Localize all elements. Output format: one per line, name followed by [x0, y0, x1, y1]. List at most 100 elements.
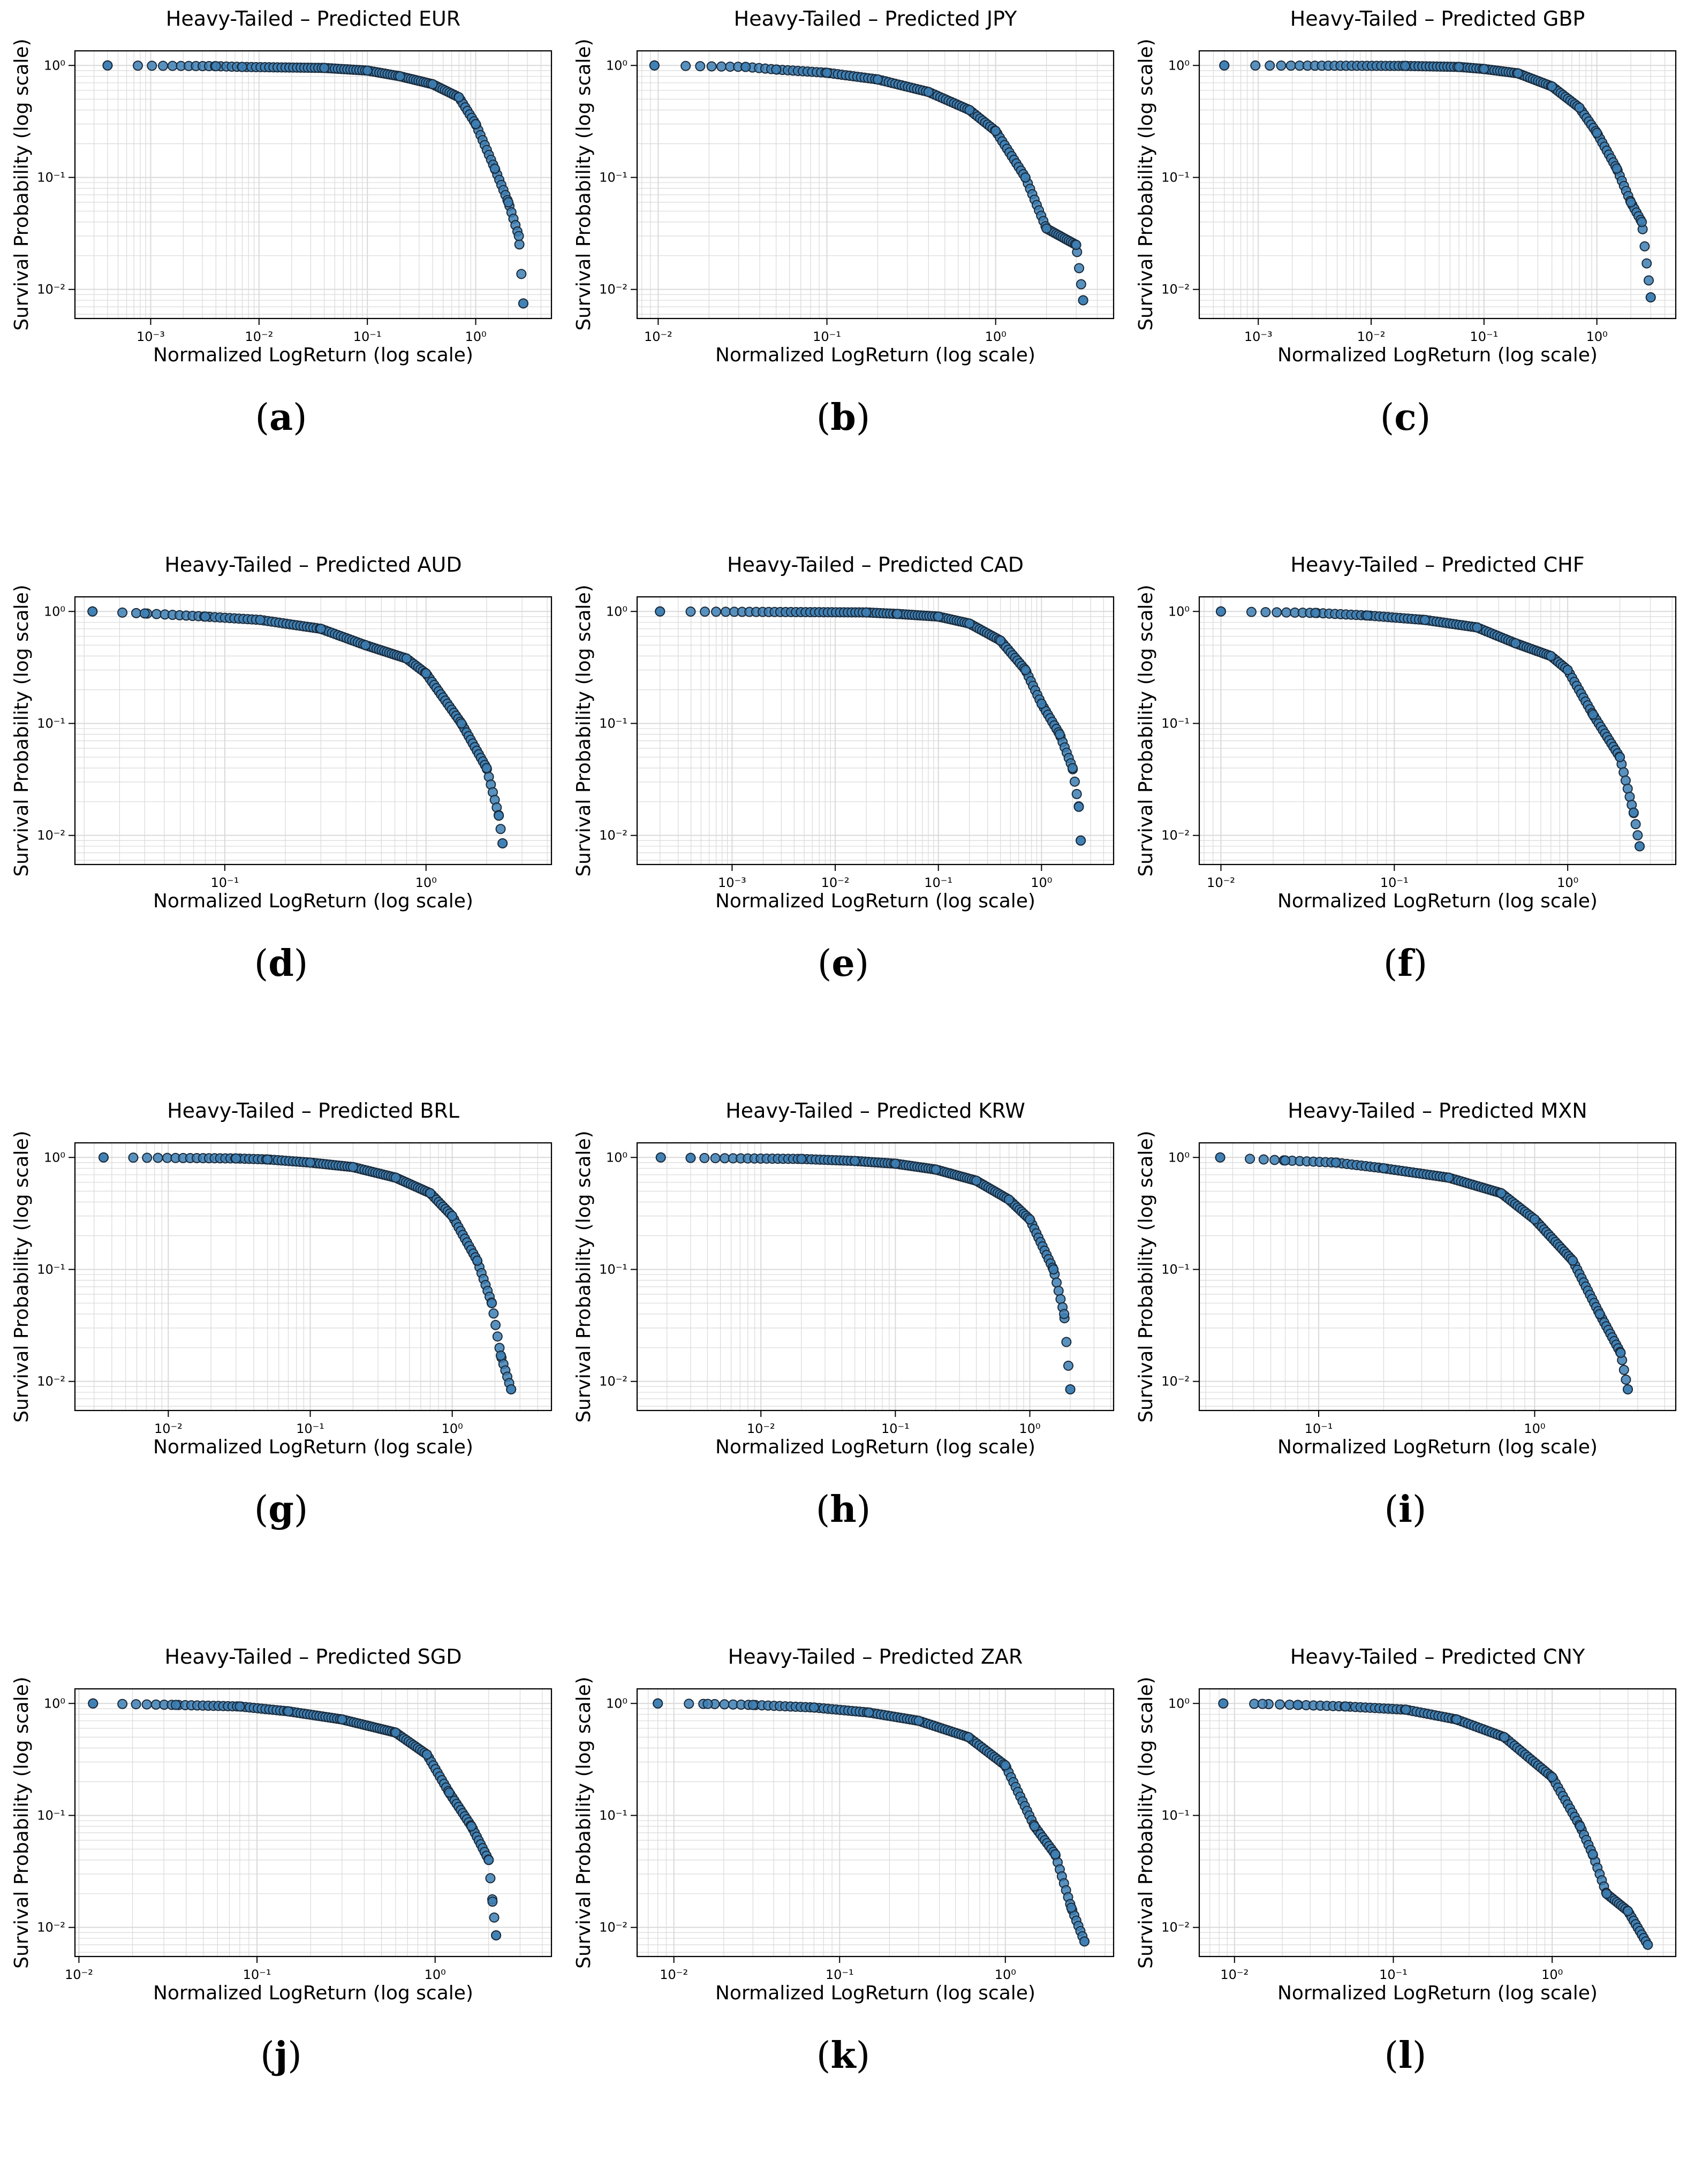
- x-tick-label: 10⁻²: [65, 1967, 93, 1982]
- y-tick-label: 10⁰: [1168, 1696, 1190, 1711]
- panel-b: 10⁻² 10⁻¹ 10⁰ 10⁻² 10⁻¹ 10⁰ Heavy-Tailed – Pre…: [562, 0, 1124, 546]
- series-points: [102, 60, 528, 309]
- data-point: [518, 298, 528, 309]
- chart-title: Heavy-Tailed – Predicted KRW: [725, 1099, 1025, 1123]
- data-point: [1562, 665, 1573, 676]
- data-point: [655, 1152, 666, 1163]
- panel-h: 10⁻² 10⁻¹ 10⁰ 10⁻² 10⁻¹ 10⁰ Heavy-Tailed – Pre…: [562, 1092, 1124, 1638]
- data-point: [1592, 127, 1602, 138]
- x-axis-label: Normalized LogReturn (log scale): [1277, 890, 1598, 912]
- data-point: [1054, 729, 1065, 740]
- x-axis-label: Normalized LogReturn (log scale): [1277, 344, 1598, 366]
- data-point: [132, 60, 143, 71]
- x-tick-label: 10⁻¹: [210, 875, 239, 890]
- x-tick-label: 10⁻²: [1357, 329, 1386, 344]
- data-point: [319, 63, 330, 73]
- subfigure-label: j: [274, 2034, 288, 2077]
- data-point: [466, 1821, 477, 1832]
- data-point: [1472, 622, 1482, 633]
- x-tick-label: 10⁰: [985, 329, 1007, 344]
- y-tick-label: 10⁰: [44, 1150, 65, 1165]
- data-point: [1362, 610, 1373, 621]
- x-tick-label: 10⁻¹: [1380, 875, 1409, 890]
- data-point: [971, 1176, 982, 1186]
- subfigure-label: c: [1394, 396, 1417, 439]
- chart-l: 10⁻² 10⁻¹ 10⁰ 10⁻² 10⁻¹ 10⁰ Heavy-Tailed – Pre…: [1135, 1645, 1677, 2004]
- data-point: [747, 1700, 758, 1710]
- x-tick-label: 10⁻¹: [881, 1421, 910, 1436]
- x-tick-label: 10⁻²: [1220, 1967, 1249, 1982]
- panel-e: 10⁻³ 10⁻² 10⁻¹ 10⁰ 10⁻² 10⁻¹ 10⁰ Heavy-Tailed –…: [562, 546, 1124, 1092]
- data-point: [1625, 197, 1636, 208]
- x-axis-label: Normalized LogReturn (log scale): [715, 1982, 1035, 2004]
- data-point: [421, 668, 432, 679]
- data-point: [1004, 1194, 1015, 1205]
- data-point: [489, 163, 500, 174]
- subfigure-caption: (g): [254, 1488, 308, 1531]
- chart-title: Heavy-Tailed – Predicted MXN: [1288, 1099, 1587, 1123]
- x-tick-label: 10⁻¹: [924, 875, 952, 890]
- y-tick-label: 10⁻¹: [1161, 1262, 1190, 1277]
- panel-g: 10⁻² 10⁻¹ 10⁰ 10⁻² 10⁻¹ 10⁰ Heavy-Tailed – Pre…: [0, 1092, 562, 1638]
- data-point: [117, 607, 128, 618]
- data-point: [231, 1153, 241, 1164]
- y-axis-label: Survival Probability (log scale): [1135, 1131, 1157, 1423]
- data-point: [1285, 60, 1296, 71]
- data-point: [1620, 775, 1631, 786]
- x-tick-label: 10⁻²: [245, 329, 273, 344]
- x-tick-label: 10⁻²: [644, 329, 672, 344]
- data-point: [684, 1698, 694, 1709]
- data-point: [1048, 1264, 1059, 1275]
- data-point: [495, 824, 506, 835]
- data-point: [390, 1172, 401, 1183]
- data-point: [305, 1157, 316, 1168]
- y-tick-label: 10⁰: [1168, 58, 1190, 73]
- minor-grid: [1199, 597, 1676, 864]
- y-tick-label: 10⁰: [1168, 604, 1190, 619]
- data-point: [995, 635, 1006, 646]
- data-point: [141, 1699, 152, 1710]
- data-point: [890, 1158, 901, 1169]
- data-point: [489, 1912, 500, 1923]
- data-point: [710, 1153, 721, 1164]
- data-point: [1479, 64, 1489, 74]
- y-tick-label: 10⁻²: [1161, 282, 1190, 297]
- data-point: [1063, 1360, 1073, 1371]
- data-point: [1630, 819, 1641, 830]
- series-points: [655, 1152, 1076, 1394]
- data-point: [490, 1320, 501, 1330]
- data-point: [1029, 1821, 1040, 1832]
- data-point: [481, 763, 492, 774]
- data-point: [990, 126, 1001, 136]
- data-point: [1078, 295, 1088, 306]
- x-axis-label: Normalized LogReturn (log scale): [153, 1982, 473, 2004]
- axes-frame: [636, 50, 1115, 320]
- data-point: [1292, 1700, 1303, 1710]
- data-point: [487, 1298, 497, 1308]
- data-point: [716, 61, 727, 72]
- y-tick-label: 10⁰: [1168, 1150, 1190, 1165]
- data-point: [347, 1162, 358, 1172]
- x-tick-label: 10⁻²: [1207, 875, 1235, 890]
- data-point: [255, 615, 266, 625]
- data-point: [87, 606, 98, 617]
- y-axis-label: Survival Probability (log scale): [11, 39, 33, 331]
- x-tick-label: 10⁰: [425, 1967, 446, 1982]
- series-points: [655, 606, 1086, 846]
- subfigure-label: l: [1398, 2034, 1412, 2077]
- series-points: [1218, 1698, 1653, 1950]
- chart-title: Heavy-Tailed – Predicted CNY: [1290, 1645, 1585, 1669]
- data-point: [1330, 1157, 1341, 1168]
- data-point: [822, 67, 833, 78]
- minor-grid: [637, 1689, 1114, 1956]
- minor-grid: [1199, 1143, 1676, 1410]
- data-point: [861, 607, 872, 618]
- x-tick-label: 10⁻³: [1244, 329, 1273, 344]
- chart-title: Heavy-Tailed – Predicted EUR: [166, 7, 460, 31]
- data-point: [680, 60, 691, 71]
- data-point: [892, 609, 903, 619]
- x-tick-label: 10⁰: [1541, 1967, 1563, 1982]
- y-tick-label: 10⁻¹: [599, 1262, 627, 1277]
- y-tick-label: 10⁻¹: [37, 1262, 65, 1277]
- data-point: [1575, 1821, 1585, 1832]
